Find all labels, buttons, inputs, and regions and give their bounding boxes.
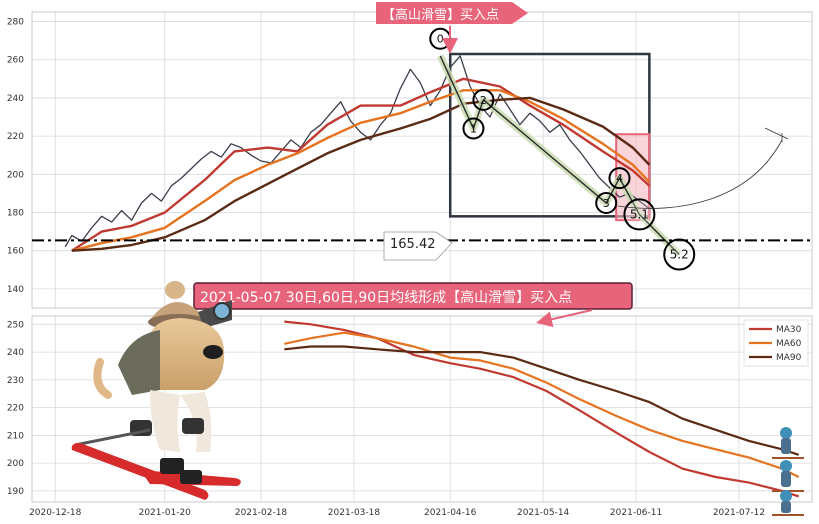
marker-label: 2 — [480, 94, 487, 107]
x-tick-label: 2020-12-18 — [29, 508, 82, 518]
hline-callout: 165.42 — [383, 231, 453, 261]
ma-y-tick-label: 220 — [7, 404, 24, 414]
price-panel-frame — [31, 11, 813, 309]
x-tick-label: 2021-01-20 — [139, 508, 192, 518]
price-y-tick-label: 140 — [7, 285, 24, 295]
pattern-marker: 4 — [608, 167, 631, 190]
top-callout-text: 【高山滑雪】买入点 — [382, 7, 499, 23]
x-tick-label: 2021-07-12 — [713, 508, 765, 518]
ma-y-tick-label: 240 — [7, 348, 24, 358]
pattern-marker: 2 — [472, 88, 495, 111]
skier-figure-icon — [772, 427, 804, 516]
marker-label: 5.2 — [670, 248, 689, 262]
marker-circle — [623, 198, 656, 231]
ma-series-line-ma90 — [284, 345, 800, 456]
marker-circle — [462, 117, 485, 140]
marker-label: 3 — [603, 197, 610, 210]
marker-label: 5.1 — [630, 207, 649, 221]
price-y-tick-label: 280 — [7, 18, 24, 28]
top-callout: 【高山滑雪】买入点 — [376, 2, 528, 54]
x-tick-labels: 2020-12-18 2021-01-20 2021-02-18 2021-03-18… — [29, 508, 765, 518]
price-y-tick-label: 260 — [7, 56, 24, 66]
ski-trail-arrow-icon — [617, 139, 783, 209]
pattern-markers: 0 1 2 34 5.1 5.2 — [429, 27, 696, 271]
marker-circle — [595, 191, 618, 214]
pattern-path — [437, 54, 682, 257]
hline-label: 165.42 — [390, 237, 436, 252]
series-line-ma60 — [71, 89, 651, 252]
ma-series-line-ma60 — [284, 331, 800, 478]
legend: MA30 MA60 MA90 — [743, 319, 809, 367]
marker-circle — [608, 167, 631, 190]
x-tick-label: 2021-04-16 — [424, 508, 477, 518]
skiing-dog-image — [71, 281, 241, 500]
ski-trail-arrow-head — [764, 127, 789, 142]
pattern-line — [439, 55, 680, 255]
series-line-price — [64, 55, 650, 248]
ma-y-tick-labels: 190 200 210 220 230 240 250 — [7, 320, 24, 497]
ma-y-tick-label: 190 — [7, 487, 24, 497]
x-tick-label: 2021-05-14 — [517, 508, 570, 518]
pattern-marker: 5.1 — [623, 198, 656, 231]
legend-ma90: MA90 — [776, 353, 802, 363]
x-tick-label: 2021-02-18 — [235, 508, 288, 518]
main-annotation-text: 2021-05-07 30日,60日,90日均线形成【高山滑雪】买入点 — [200, 289, 572, 306]
legend-ma30: MA30 — [776, 325, 802, 335]
price-y-tick-label: 220 — [7, 132, 24, 142]
marker-label: 1 — [470, 122, 477, 135]
price-series — [64, 55, 651, 252]
price-y-tick-label: 160 — [7, 247, 24, 257]
x-tick-label: 2021-03-18 — [328, 508, 381, 518]
ma-y-tick-label: 210 — [7, 431, 24, 441]
marker-label: 4 — [616, 172, 623, 185]
ma-y-tick-label: 250 — [7, 320, 24, 330]
series-line-ma30 — [71, 77, 651, 252]
marker-label: 0 — [437, 33, 444, 46]
price-y-tick-label: 180 — [7, 209, 24, 219]
main-annotation: 2021-05-07 30日,60日,90日均线形成【高山滑雪】买入点 — [193, 282, 633, 328]
marker-circle — [472, 88, 495, 111]
x-tick-label: 2021-06-11 — [610, 508, 662, 518]
pattern-marker: 3 — [595, 191, 618, 214]
marker-circle — [663, 238, 696, 271]
price-y-tick-labels: 140 160 180 200 220 240 260 280 — [7, 18, 24, 295]
price-y-tick-label: 240 — [7, 94, 24, 104]
ma-series — [284, 320, 800, 498]
ma-y-tick-label: 200 — [7, 459, 24, 469]
legend-ma60: MA60 — [776, 339, 802, 349]
ma-y-tick-label: 230 — [7, 376, 24, 386]
price-y-tick-label: 200 — [7, 170, 24, 180]
pattern-marker: 1 — [462, 117, 485, 140]
pattern-marker: 5.2 — [663, 238, 696, 271]
series-line-ma90 — [71, 96, 651, 252]
